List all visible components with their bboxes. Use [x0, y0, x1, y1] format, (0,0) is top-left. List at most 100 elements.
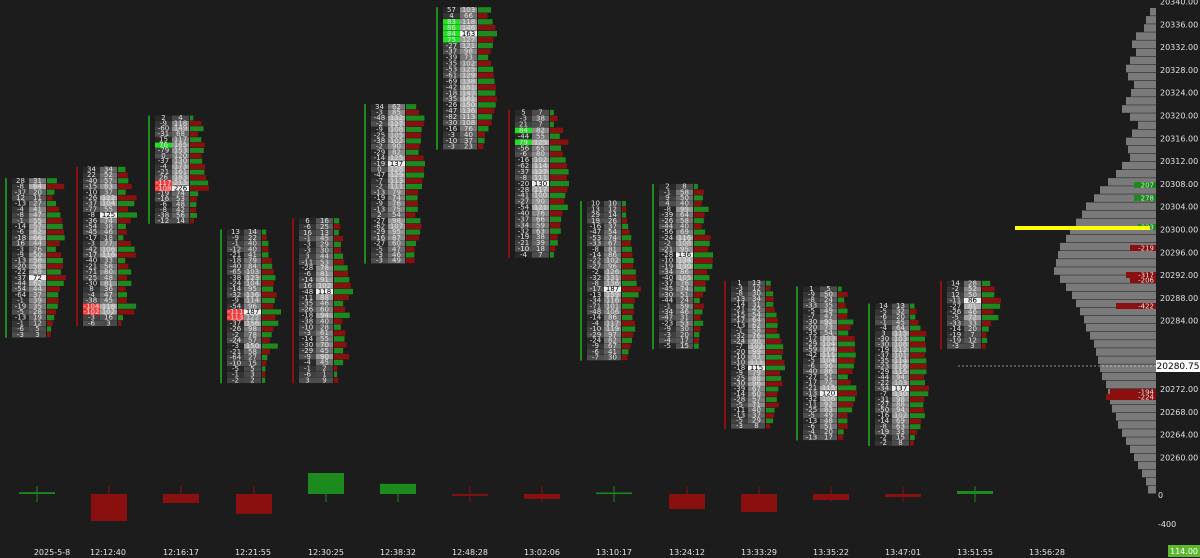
ask-value: 50 [680, 194, 689, 202]
ask-value: 56 [176, 211, 185, 219]
bid-cell [587, 315, 604, 321]
ask-cell [748, 354, 765, 360]
time-axis-label: 12:48:28 [452, 548, 488, 557]
bid-value: -26 [86, 194, 98, 202]
ask-cell [820, 423, 837, 430]
bid-value: -28 [518, 186, 529, 194]
ask-value: 55 [33, 217, 42, 225]
ask-cell [316, 218, 333, 224]
ask-value: 104 [822, 356, 836, 364]
profile-bar [1100, 186, 1156, 194]
bid-value: -4 [520, 251, 528, 259]
ask-value: 3 [35, 331, 39, 339]
bid-cell [731, 286, 748, 292]
volume-histogram-bar [47, 235, 65, 241]
ask-cell [604, 246, 621, 252]
bid-cell [803, 412, 820, 419]
ask-value: 117 [174, 136, 187, 144]
ask-value: 114 [246, 297, 260, 305]
ask-cell [172, 207, 189, 213]
ask-value: 101 [894, 351, 907, 359]
bid-value: -24 [734, 337, 746, 345]
bid-value: -27 [374, 217, 385, 225]
bid-cell [947, 315, 964, 321]
ask-value: 15 [680, 342, 689, 350]
profile-bar [1134, 80, 1156, 89]
ask-cell [892, 413, 909, 419]
ask-value: 7 [538, 251, 542, 259]
volume-histogram-bar [262, 280, 274, 286]
ask-value: 9 [322, 376, 326, 384]
ask-cell [604, 297, 621, 304]
ask-value: 13 [320, 229, 329, 237]
bid-value: 34 [87, 166, 96, 174]
volume-histogram-bar [118, 195, 137, 201]
profile-bar [1096, 348, 1156, 356]
bid-cell [515, 175, 532, 181]
bid-cell [731, 339, 748, 344]
bid-value: -19 [950, 337, 961, 345]
bid-value: -19 [15, 302, 26, 310]
ask-cell [460, 66, 477, 73]
volume-histogram-bar [334, 277, 350, 283]
ask-cell [604, 332, 621, 338]
ask-cell [29, 258, 46, 264]
time-axis[interactable]: 2025-5-8 12:12:40 12:16:17 12:21:55 12:30:25… [34, 548, 1065, 557]
ask-cell [676, 303, 693, 309]
volume-histogram-bar [406, 252, 415, 258]
profile-bar [1130, 113, 1156, 121]
footprint-bar[interactable]: 34 62-3 85-48 132-2 127-9 108-25 105-38 102-2 90… [364, 103, 425, 265]
ask-value: 102 [102, 308, 115, 316]
ask-cell [892, 303, 909, 309]
footprint-bar[interactable]: 1 5-9 50-8 24-33 35-5 49-7 47-30 92-20 73-35 54-1… [796, 285, 857, 441]
ask-value: 46 [320, 300, 329, 308]
bid-cell [731, 312, 748, 318]
bid-cell [515, 180, 532, 187]
ask-value: 90 [536, 198, 545, 206]
footprint-bar[interactable]: 1 13-3 12-8 30-13 34-14 31-21 42-15 54-17 64-13 6… [724, 279, 785, 430]
bid-cell [12, 320, 29, 327]
bid-value: -15 [734, 311, 745, 319]
ask-value: 60 [392, 240, 401, 248]
price-axis[interactable]: 20340.0020336.0020332.0020328.0020324.00… [1160, 0, 1198, 463]
volume-histogram-bar [47, 280, 64, 286]
ask-value: 165 [174, 141, 187, 149]
volume-histogram-bar [766, 365, 785, 371]
bid-cell [875, 440, 892, 446]
volume-histogram-bar [118, 246, 135, 252]
volume-histogram-bar [262, 258, 272, 264]
bid-cell [731, 296, 748, 302]
ask-value: 49 [824, 307, 833, 315]
volume-histogram-bar [478, 66, 494, 73]
bid-cell [12, 212, 29, 218]
ask-value: 26 [608, 217, 617, 225]
footprint-bar[interactable]: 2 8-1 589 504 40-8 99-39 64-26 58-44 40-56 69-24 1… [652, 183, 713, 351]
bid-value: -1 [232, 240, 239, 248]
footprint-bar[interactable]: 14 13-5 32-6 20-1 45-4 643 115-30 103-30 108-19 1… [868, 302, 929, 447]
bid-cell [227, 337, 244, 344]
footprint-bar[interactable]: 13 14-9 22-1 40-12 40-21 41-18 79-40 84-65 103-3… [220, 228, 281, 384]
bid-value: -38 [86, 297, 97, 305]
volume-histogram-bar [118, 269, 132, 275]
bid-value: -19 [374, 194, 385, 202]
bid-cell [515, 198, 532, 205]
bid-cell [12, 269, 29, 275]
ask-value: 7 [538, 121, 542, 129]
bid-cell [83, 269, 100, 275]
bid-value: -16 [518, 156, 530, 164]
bid-value: -4 [88, 291, 96, 299]
bid-cell [515, 222, 532, 229]
bid-value: -20 [806, 324, 817, 332]
bid-cell [227, 343, 244, 349]
bid-cell [731, 381, 748, 387]
ask-cell [748, 402, 765, 408]
